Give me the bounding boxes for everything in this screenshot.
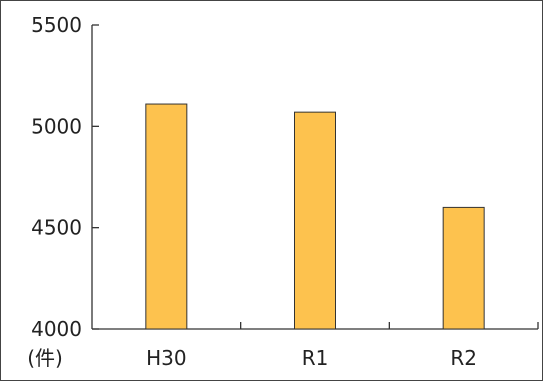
x-tick-label: H30 [146, 346, 187, 370]
y-tick-label: 5000 [31, 114, 82, 138]
bar-r2 [442, 206, 485, 330]
bar-h30 [145, 103, 188, 330]
y-unit-label: (件) [27, 346, 63, 370]
y-tick-label: 4000 [31, 317, 82, 341]
x-tick-label: R2 [450, 346, 477, 370]
bars [145, 103, 485, 330]
y-axis: 4000 4500 5000 5500 [31, 13, 99, 341]
x-tick-label: R1 [302, 346, 329, 370]
y-tick-label: 5500 [31, 13, 82, 37]
y-tick-label: 4500 [31, 216, 82, 240]
bar-r1 [294, 111, 336, 330]
